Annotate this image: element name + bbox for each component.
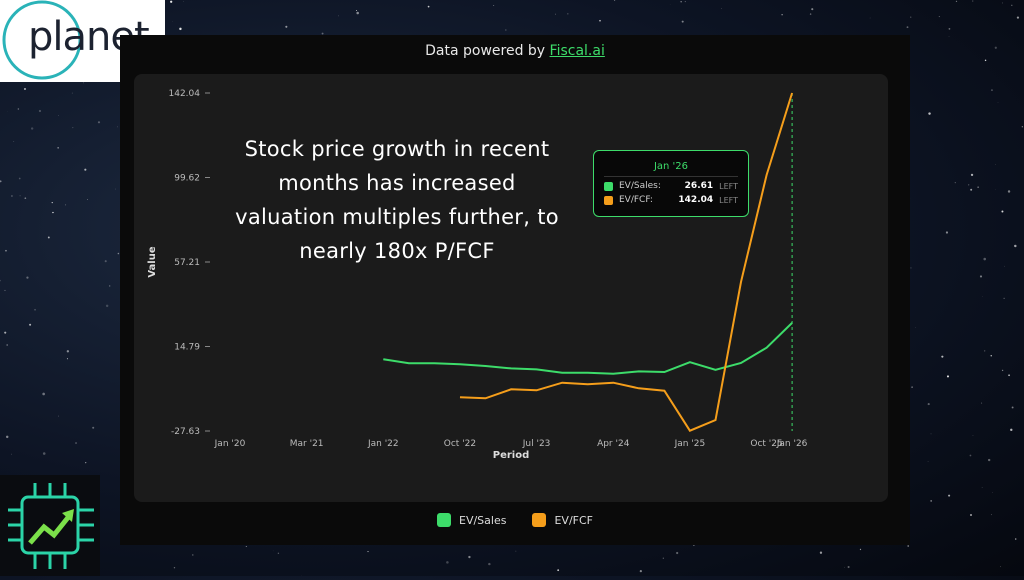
tooltip-axis: LEFT	[719, 196, 738, 205]
x-tick-label: Oct '22	[444, 439, 476, 449]
y-tick-label: -27.63	[171, 427, 200, 437]
tooltip-row-ev-sales: EV/Sales:26.61 LEFT	[604, 181, 738, 191]
x-tick-label: Jan '22	[367, 439, 399, 449]
tooltip-row-ev-fcf: EV/FCF:142.04 LEFT	[604, 195, 738, 205]
x-tick-label: Jan '25	[674, 439, 706, 449]
tooltip-label: EV/Sales:	[619, 181, 685, 191]
y-tick-label: 99.62	[174, 174, 200, 184]
y-axis-label: Value	[147, 246, 158, 277]
y-tick-label: 142.04	[169, 89, 201, 99]
x-tick-label: Jul '23	[522, 439, 551, 449]
x-tick-label: Jan '26	[776, 439, 808, 449]
tooltip-label: EV/FCF:	[619, 195, 678, 205]
x-axis-label: Period	[493, 450, 530, 461]
swatch	[604, 196, 613, 205]
swatch	[604, 182, 613, 191]
tooltip: Jan '26 EV/Sales:26.61 LEFT EV/FCF:142.04…	[593, 150, 749, 217]
annotation-text: Stock price growth in recent months has …	[232, 132, 562, 268]
tooltip-title: Jan '26	[604, 161, 738, 177]
chip-growth-logo	[0, 475, 100, 576]
tooltip-axis: LEFT	[719, 182, 738, 191]
tooltip-value: 142.04	[678, 195, 713, 205]
y-tick-label: 57.21	[174, 258, 200, 268]
x-tick-label: Apr '24	[597, 439, 630, 449]
tooltip-value: 26.61	[685, 181, 713, 191]
x-tick-label: Mar '21	[290, 439, 324, 449]
y-tick-label: 14.79	[174, 342, 200, 352]
series-line-ev-sales	[383, 323, 792, 374]
x-tick-label: Jan '20	[214, 439, 246, 449]
